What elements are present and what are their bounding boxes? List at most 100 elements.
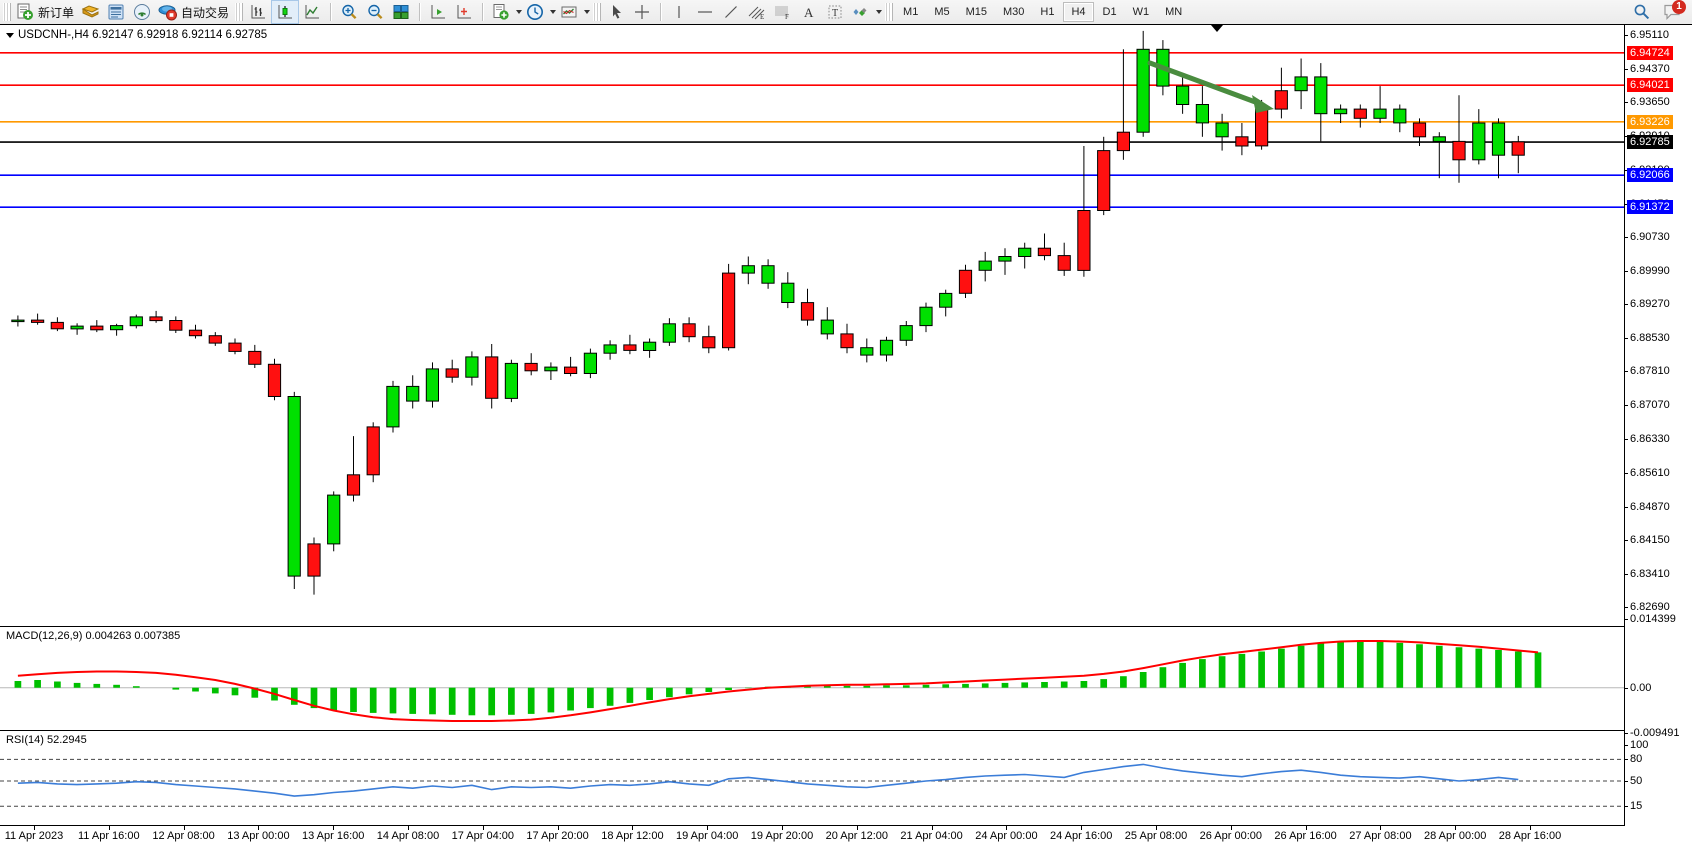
candle bbox=[958, 264, 973, 298]
candle bbox=[860, 338, 874, 363]
candlestick-chart-button[interactable] bbox=[271, 0, 300, 24]
shapes-dropdown-caret[interactable] bbox=[876, 10, 883, 14]
signals-button[interactable] bbox=[129, 1, 155, 23]
shift-end-button[interactable] bbox=[425, 1, 451, 23]
indicators-button[interactable] bbox=[488, 1, 514, 23]
candle bbox=[425, 362, 439, 408]
time-tick-label: 18 Apr 12:00 bbox=[601, 830, 664, 842]
candle bbox=[90, 320, 104, 333]
time-tick-label: 14 Apr 08:00 bbox=[376, 830, 440, 842]
timeframe-m30[interactable]: M30 bbox=[1003, 6, 1025, 18]
time-tick bbox=[1230, 826, 1232, 830]
price-level-label-resistance-2[interactable]: 6.94021 bbox=[1627, 78, 1673, 93]
horizontal-line-icon bbox=[695, 3, 715, 21]
candle bbox=[564, 356, 578, 377]
candle bbox=[722, 263, 736, 351]
timeframe-m5[interactable]: M5 bbox=[934, 6, 950, 18]
candle bbox=[1018, 242, 1032, 269]
period-dropdown-caret[interactable] bbox=[550, 10, 557, 14]
trendline-button[interactable] bbox=[718, 1, 744, 23]
scroll-position-marker[interactable] bbox=[1211, 25, 1223, 32]
timeframe-w1[interactable]: W1 bbox=[1132, 6, 1150, 18]
text-icon: T bbox=[826, 3, 844, 21]
price-tick-label: 6.87070 bbox=[1630, 399, 1670, 412]
toolbar-grip-4[interactable] bbox=[885, 3, 894, 21]
candle bbox=[287, 391, 301, 589]
time-tick bbox=[1156, 826, 1157, 830]
templates-button[interactable] bbox=[556, 1, 582, 23]
candle bbox=[11, 315, 25, 327]
timeframe-h4[interactable]: H4 bbox=[1063, 2, 1094, 22]
candle bbox=[50, 317, 64, 332]
chart-symbol-header: USDCNH-,H4 6.92147 6.92918 6.92114 6.927… bbox=[18, 29, 268, 41]
line-chart-button[interactable] bbox=[299, 1, 325, 23]
price-level-label-support-1[interactable]: 6.92066 bbox=[1627, 168, 1673, 183]
shapes-button[interactable] bbox=[848, 1, 874, 23]
time-tick bbox=[258, 826, 260, 830]
cursor-icon bbox=[608, 3, 624, 21]
autotrade-button[interactable]: 自动交易 bbox=[155, 1, 232, 23]
price-level-label-current-price[interactable]: 6.92785 bbox=[1627, 135, 1673, 150]
price-tick bbox=[1625, 472, 1628, 474]
auto-scroll-button[interactable] bbox=[451, 1, 477, 23]
price-level-label-support-2[interactable]: 6.91372 bbox=[1627, 200, 1673, 215]
price-tick bbox=[1625, 405, 1628, 407]
time-tick bbox=[408, 826, 409, 830]
candle bbox=[1176, 76, 1190, 114]
timeframe-m15[interactable]: M15 bbox=[965, 6, 987, 18]
notifications-button[interactable]: 1 bbox=[1662, 0, 1686, 22]
text-label-button[interactable]: A bbox=[796, 1, 822, 23]
price-level-label-pivot[interactable]: 6.93226 bbox=[1627, 114, 1673, 129]
macd-plot bbox=[0, 640, 1625, 722]
timeframe-m1[interactable]: M1 bbox=[903, 6, 919, 18]
horizontal-line-button[interactable] bbox=[692, 1, 718, 23]
price-axis[interactable]: 6.951106.943706.936506.929106.921906.914… bbox=[1624, 25, 1692, 827]
price-level-label-resistance-1[interactable]: 6.94724 bbox=[1627, 45, 1673, 60]
expert-advisor-button[interactable] bbox=[77, 1, 103, 23]
new-order-button[interactable]: 新订单 bbox=[13, 1, 77, 23]
toolbar-grip-3[interactable] bbox=[593, 3, 602, 21]
price-pane[interactable] bbox=[0, 25, 1692, 625]
text-button[interactable]: T bbox=[822, 1, 848, 23]
shapes-icon bbox=[851, 3, 871, 21]
candle bbox=[919, 302, 933, 333]
toolbar-grip[interactable] bbox=[3, 3, 11, 21]
templates-dropdown-caret[interactable] bbox=[584, 10, 591, 14]
rsi-pane[interactable]: RSI(14) 52.2945 bbox=[0, 730, 1692, 828]
search-icon[interactable] bbox=[1632, 2, 1652, 22]
candle bbox=[1097, 136, 1111, 216]
candle bbox=[741, 256, 755, 285]
tile-windows-icon bbox=[392, 3, 410, 21]
zoom-in-button[interactable] bbox=[336, 1, 362, 23]
symbol-menu-arrow[interactable] bbox=[6, 33, 14, 38]
bar-chart-button[interactable] bbox=[245, 1, 271, 23]
timeframe-mn[interactable]: MN bbox=[1165, 6, 1183, 18]
indicators-dropdown-caret[interactable] bbox=[516, 10, 523, 14]
zoom-out-button[interactable] bbox=[362, 1, 388, 23]
toolbar-grip-2[interactable] bbox=[235, 3, 244, 21]
data-window-button[interactable] bbox=[103, 1, 129, 23]
chart-window[interactable]: USDCNH-,H4 6.92147 6.92918 6.92114 6.927… bbox=[0, 24, 1692, 852]
timeframe-h1[interactable]: H1 bbox=[1040, 6, 1055, 18]
crosshair-button[interactable] bbox=[629, 1, 655, 23]
timeframe-d1[interactable]: D1 bbox=[1102, 6, 1117, 18]
cursor-button[interactable] bbox=[603, 1, 629, 23]
time-tick-label: 13 Apr 16:00 bbox=[301, 830, 365, 842]
line-chart-icon bbox=[303, 3, 321, 21]
price-tick-label: 6.88530 bbox=[1630, 332, 1670, 344]
equidistant-channel-button[interactable]: E bbox=[744, 1, 770, 23]
macd-pane[interactable]: MACD(12,26,9) 0.004263 0.007385 bbox=[0, 626, 1692, 730]
candle bbox=[110, 323, 124, 336]
candle bbox=[643, 338, 657, 358]
fibonacci-button[interactable]: F bbox=[770, 1, 796, 23]
svg-text:A: A bbox=[804, 5, 814, 20]
time-tick-label: 17 Apr 20:00 bbox=[526, 830, 589, 842]
time-axis[interactable]: 11 Apr 2023 11 Apr 16:00 12 Apr 08:00 13 Ap… bbox=[0, 825, 1625, 852]
period-button[interactable] bbox=[522, 1, 548, 23]
vertical-line-button[interactable] bbox=[666, 1, 692, 23]
candle bbox=[327, 491, 341, 552]
svg-text:E: E bbox=[760, 13, 764, 21]
time-tick bbox=[1305, 826, 1307, 830]
tile-windows-button[interactable] bbox=[388, 1, 414, 23]
zoom-in-icon bbox=[340, 3, 358, 21]
